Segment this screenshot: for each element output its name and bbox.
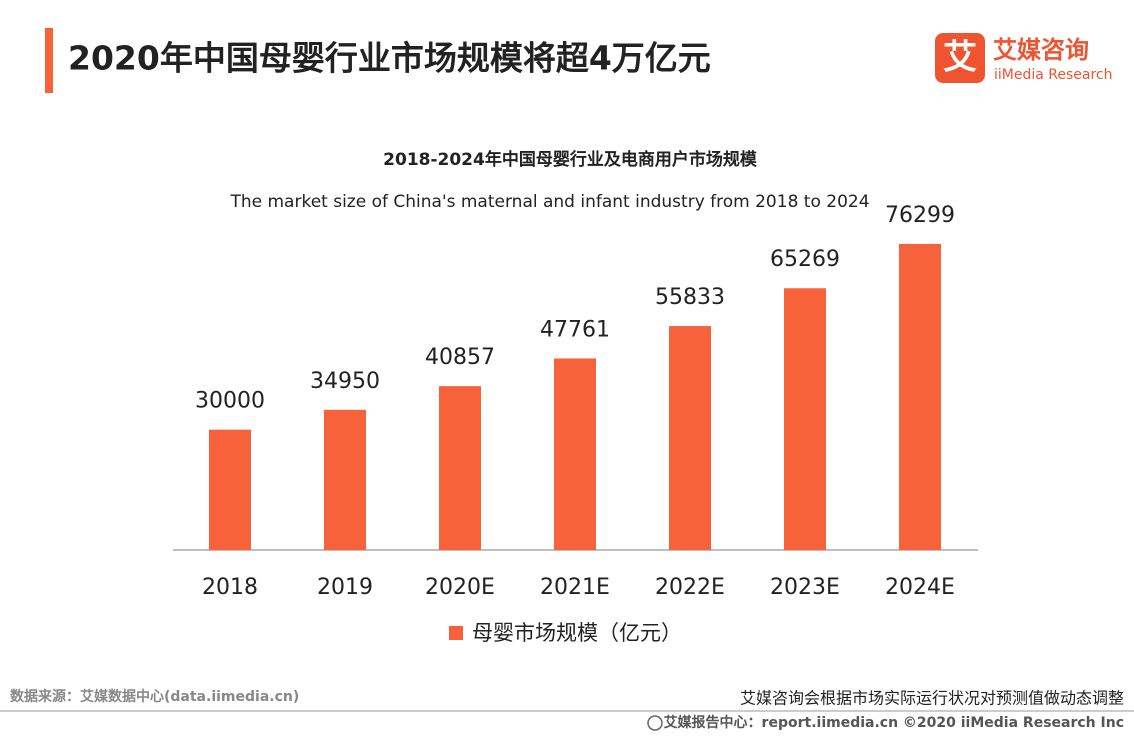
source: 数据来源：艾媒数据中心(data.iimedia.cn) <box>10 688 299 705</box>
note: 艾媒咨询会根据市场实际运行状况对预测值做动态调整 <box>740 689 1124 708</box>
value-label: 47761 <box>540 317 610 342</box>
x-tick-label: 2022E <box>655 575 725 600</box>
plot: 30000 2018 34950 2019 40857 2020E 47761 2021E 55… <box>195 203 955 645</box>
value-label: 65269 <box>770 247 840 272</box>
logo-en: iiMedia Research <box>994 67 1113 83</box>
page-title: 2020年中国母婴行业市场规模将超4万亿元 <box>68 39 711 78</box>
value-label: 40857 <box>425 345 495 370</box>
bar <box>324 409 366 550</box>
bar <box>669 326 711 550</box>
bar <box>209 429 251 550</box>
chart-title: 2018-2024年中国母婴行业及电商用户市场规模 <box>383 149 758 170</box>
bar <box>899 244 941 550</box>
x-tick-label: 2018 <box>202 575 258 600</box>
value-label: 55833 <box>655 285 725 310</box>
value-label: 34950 <box>310 369 380 394</box>
credit: 艾媒报告中心：report.iimedia.cn ©2020 iiMedia R… <box>664 714 1124 731</box>
value-label: 30000 <box>195 389 265 414</box>
logo-mark-box <box>935 33 985 83</box>
logo-mark: 艾 <box>943 38 977 78</box>
title-accent <box>45 28 53 93</box>
legend-label: 母婴市场规模（亿元） <box>472 621 682 645</box>
bar <box>554 358 596 550</box>
value-label: 76299 <box>885 203 955 228</box>
bar <box>439 386 481 550</box>
x-tick-label: 2023E <box>770 575 840 600</box>
logo-cn: 艾媒咨询 <box>993 36 1089 64</box>
globe-icon <box>647 715 663 731</box>
x-tick-label: 2020E <box>425 575 495 600</box>
x-tick-label: 2019 <box>317 575 373 600</box>
x-tick-label: 2024E <box>885 575 955 600</box>
legend-swatch <box>449 626 463 640</box>
x-tick-label: 2021E <box>540 575 610 600</box>
bar <box>784 288 826 550</box>
chart-subtitle: The market size of China's maternal and … <box>229 192 869 212</box>
